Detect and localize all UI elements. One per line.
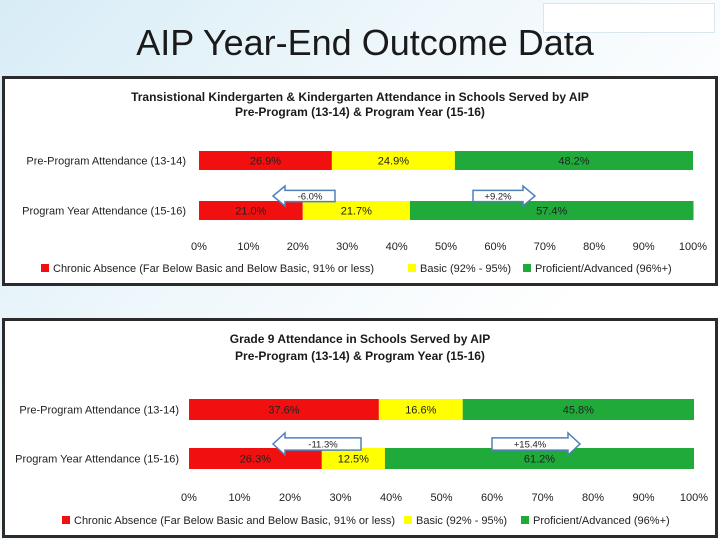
x-tick-label: 0% (181, 492, 197, 504)
legend-swatch (521, 516, 529, 524)
legend-label: Chronic Absence (Far Below Basic and Bel… (74, 515, 395, 527)
change-arrow (472, 184, 537, 208)
x-tick-label: 10% (228, 492, 250, 504)
category-label: Program Year Attendance (15-16) (22, 206, 186, 218)
data-label: 21.7% (341, 206, 372, 218)
slide-title: AIP Year-End Outcome Data (136, 22, 594, 63)
x-tick-label: 60% (484, 241, 506, 253)
x-tick-label: 50% (430, 492, 452, 504)
category-label: Pre-Program Attendance (13-14) (26, 156, 186, 168)
change-arrow (271, 184, 336, 208)
data-label: 48.2% (558, 156, 589, 168)
legend-label: Proficient/Advanced (96%+) (535, 263, 672, 275)
legend-swatch (408, 264, 416, 272)
category-label: Program Year Attendance (15-16) (15, 454, 179, 466)
x-tick-label: 100% (679, 241, 707, 253)
x-tick-label: 20% (287, 241, 309, 253)
x-tick-label: 30% (336, 241, 358, 253)
bar-segment (321, 448, 385, 469)
legend-swatch (404, 516, 412, 524)
x-tick-label: 80% (582, 492, 604, 504)
legend-label: Basic (92% - 95%) (420, 263, 511, 275)
chart-panel-kindergarten: Transistional Kindergarten & Kindergarte… (2, 76, 718, 286)
x-tick-label: 70% (534, 241, 556, 253)
chart-subtitle: Pre-Program (13-14) & Program Year (15-1… (235, 349, 485, 363)
x-tick-label: 80% (583, 241, 605, 253)
category-label: Pre-Program Attendance (13-14) (19, 405, 179, 417)
chart-grade9: Grade 9 Attendance in Schools Served by … (15, 332, 708, 527)
change-label: +15.4% (514, 440, 547, 451)
bar-segment (189, 399, 379, 420)
bar-segment (378, 399, 463, 420)
x-tick-label: 70% (531, 492, 553, 504)
x-tick-label: 30% (329, 492, 351, 504)
bar-segment (384, 448, 694, 469)
bar-segment (331, 151, 455, 170)
data-label: 61.2% (524, 454, 555, 466)
data-label: 24.9% (378, 156, 409, 168)
x-tick-label: 90% (632, 492, 654, 504)
change-arrow (271, 431, 362, 457)
x-tick-label: 40% (386, 241, 408, 253)
bar-segment (302, 201, 410, 220)
legend-swatch (41, 264, 49, 272)
data-label: 21.0% (235, 206, 266, 218)
x-tick-label: 60% (481, 492, 503, 504)
bar-segment (199, 201, 303, 220)
x-tick-label: 100% (680, 492, 708, 504)
data-label: 57.4% (536, 206, 567, 218)
data-label: 26.3% (240, 454, 271, 466)
data-label: 12.5% (338, 454, 369, 466)
legend-label: Chronic Absence (Far Below Basic and Bel… (53, 263, 374, 275)
data-label: 16.6% (405, 405, 436, 417)
change-label: -6.0% (298, 192, 323, 203)
x-tick-label: 90% (633, 241, 655, 253)
chart-title: Grade 9 Attendance in Schools Served by … (230, 332, 491, 346)
x-tick-label: 10% (237, 241, 259, 253)
bar-segment (199, 151, 332, 170)
x-tick-label: 20% (279, 492, 301, 504)
x-tick-label: 40% (380, 492, 402, 504)
corner-box (543, 3, 715, 33)
change-arrow (491, 431, 582, 457)
data-label: 45.8% (563, 405, 594, 417)
chart-panel-grade9: Grade 9 Attendance in Schools Served by … (2, 318, 718, 538)
legend-swatch (62, 516, 70, 524)
x-tick-label: 0% (191, 241, 207, 253)
data-label: 37.6% (268, 405, 299, 417)
bar-segment (409, 201, 694, 220)
chart-subtitle: Pre-Program (13-14) & Program Year (15-1… (235, 105, 485, 119)
change-label: +9.2% (484, 192, 512, 203)
data-label: 26.9% (250, 156, 281, 168)
bar-segment (454, 151, 693, 170)
legend-label: Basic (92% - 95%) (416, 515, 507, 527)
x-tick-label: 50% (435, 241, 457, 253)
legend-swatch (523, 264, 531, 272)
bar-segment (462, 399, 694, 420)
change-label: -11.3% (308, 440, 338, 451)
legend-label: Proficient/Advanced (96%+) (533, 515, 670, 527)
chart-kindergarten: Transistional Kindergarten & Kindergarte… (22, 90, 707, 275)
bar-segment (189, 448, 322, 469)
chart-title: Transistional Kindergarten & Kindergarte… (131, 90, 589, 104)
